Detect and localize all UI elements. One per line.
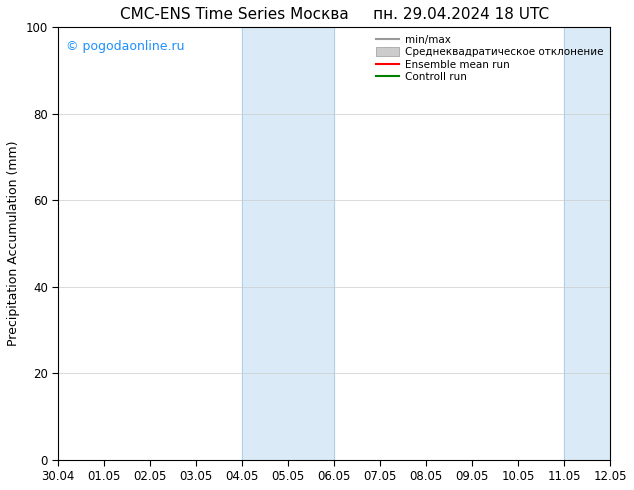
- Legend: min/max, Среднеквадратическое отклонение, Ensemble mean run, Controll run: min/max, Среднеквадратическое отклонение…: [374, 32, 605, 84]
- Bar: [564, 27, 634, 460]
- Text: © pogodaonline.ru: © pogodaonline.ru: [67, 40, 185, 53]
- Bar: [242, 27, 334, 460]
- Y-axis label: Precipitation Accumulation (mm): Precipitation Accumulation (mm): [7, 141, 20, 346]
- Title: CMC-ENS Time Series Москва     пн. 29.04.2024 18 UTC: CMC-ENS Time Series Москва пн. 29.04.202…: [120, 7, 549, 22]
